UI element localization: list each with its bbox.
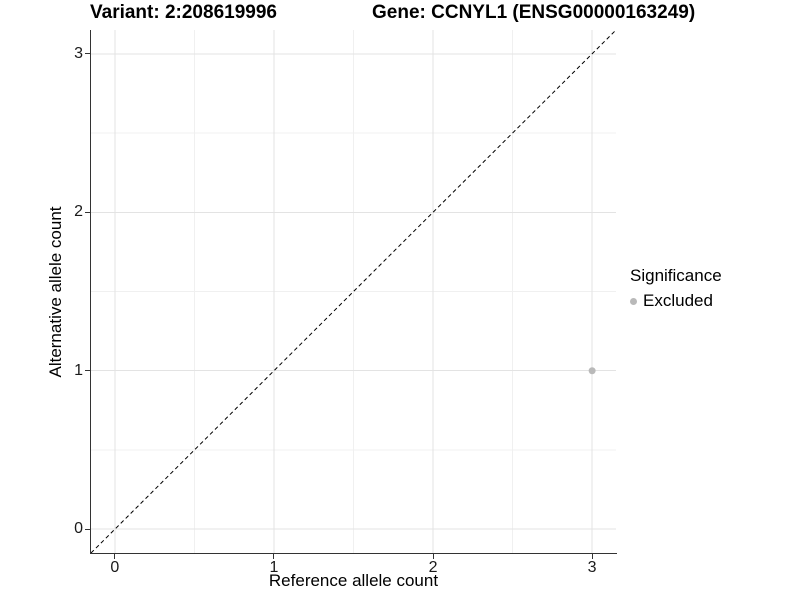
y-axis-tick-mark — [85, 528, 90, 530]
y-axis-tick-label: 1 — [74, 361, 83, 379]
plot-canvas — [91, 30, 616, 553]
y-axis-title: Alternative allele count — [46, 206, 65, 378]
x-axis-title: Reference allele count — [268, 571, 439, 590]
x-axis-tick-mark — [432, 554, 434, 559]
legend-item-label: Excluded — [643, 291, 713, 310]
x-axis-tick-mark — [114, 554, 116, 559]
legend: Significance Excluded — [630, 266, 722, 311]
y-axis-tick-mark — [85, 370, 90, 372]
x-axis-tick-label: 0 — [110, 559, 120, 576]
legend-items: Excluded — [630, 291, 722, 311]
gene-title: Gene: CCNYL1 (ENSG00000163249) — [372, 2, 696, 23]
data-point — [588, 367, 596, 375]
y-axis-tick-label: 3 — [74, 44, 83, 62]
identity-dashed-line — [91, 30, 616, 553]
y-axis-tick-label: 2 — [74, 203, 83, 221]
y-axis-tick-mark — [85, 53, 90, 55]
y-axis-tick-mark — [85, 211, 90, 213]
x-axis-tick-label: 3 — [587, 559, 597, 576]
plot-panel — [90, 30, 617, 554]
y-axis-tick-label: 0 — [74, 520, 83, 538]
x-axis-tick-mark — [273, 554, 275, 559]
legend-title: Significance — [630, 266, 722, 285]
x-axis-tick-label: 1 — [269, 559, 279, 576]
variant-title: Variant: 2:208619996 — [90, 2, 277, 23]
circle-icon — [630, 297, 637, 305]
legend-item: Excluded — [630, 291, 722, 311]
x-axis-tick-label: 2 — [428, 559, 438, 576]
x-axis-tick-mark — [591, 554, 593, 559]
